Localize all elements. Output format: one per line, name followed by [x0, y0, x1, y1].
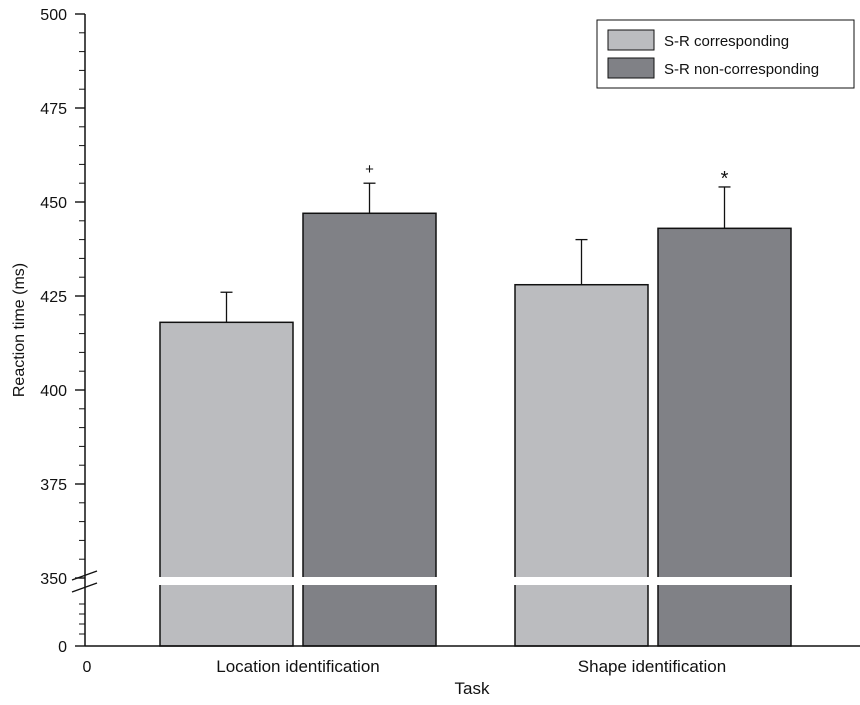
significance-marker: + — [365, 161, 374, 178]
y-tick-label: 450 — [40, 195, 67, 212]
bar-corresponding-0 — [159, 321, 294, 647]
significance-marker: * — [721, 168, 729, 190]
bar-corresponding-1 — [514, 283, 649, 647]
y-tick-label: 425 — [40, 289, 67, 306]
y-tick-label: 500 — [40, 7, 67, 24]
legend-swatch-corresponding — [607, 29, 655, 51]
legend-label-corresponding: S-R corresponding — [664, 33, 789, 50]
bar-non-corresponding-1 — [657, 227, 792, 647]
y-ticks-layer: 500 475 450 425 400 375 350 0 — [40, 7, 85, 656]
error-bars-layer: + * — [220, 161, 731, 323]
legend-swatch-non-corresponding — [607, 57, 655, 79]
y-tick-label: 375 — [40, 477, 67, 494]
x-labels-layer: Location identification Shape identifica… — [83, 657, 727, 698]
y-axis-title: Reaction time (ms) — [11, 263, 28, 397]
y-tick-label: 475 — [40, 101, 67, 118]
x-axis-title: Task — [455, 679, 490, 698]
x-tick-label-shape: Shape identification — [578, 657, 726, 676]
axis-break-band — [150, 577, 810, 585]
legend: S-R corresponding S-R non-corresponding — [596, 19, 855, 89]
legend-label-non-corresponding: S-R non-corresponding — [664, 61, 819, 78]
y-tick-label: 400 — [40, 383, 67, 400]
y-tick-label-zero: 0 — [58, 639, 67, 656]
x-origin-label: 0 — [83, 659, 92, 676]
x-tick-label-location: Location identification — [216, 657, 380, 676]
y-tick-label: 350 — [40, 571, 67, 588]
